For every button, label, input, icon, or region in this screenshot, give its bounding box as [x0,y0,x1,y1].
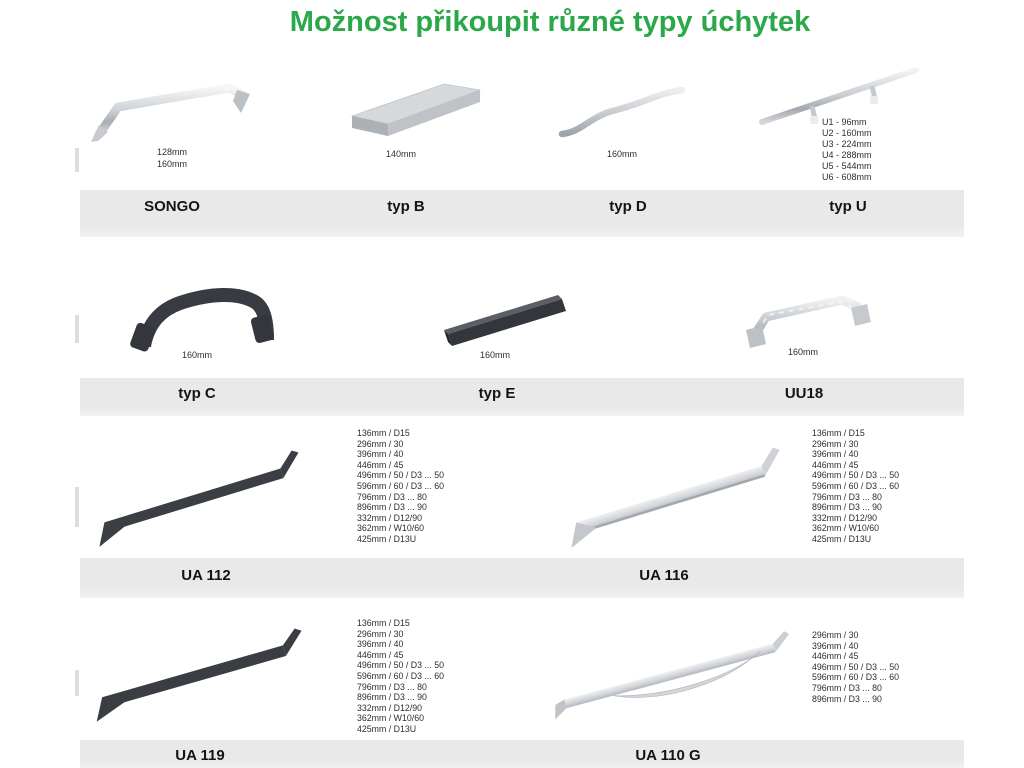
row3-label-bar: UA 112 UA 116 [80,558,964,598]
typ-d-handle-illustration [558,86,686,138]
ua112-label: UA 112 [181,567,231,584]
typ-u-label: typ U [829,198,867,215]
ua110g-label: UA 110 G [635,747,701,764]
ua110g-sizes: 296mm / 30 396mm / 40 446mm / 45 496mm /… [812,630,900,704]
typ-u-handle-illustration [759,67,919,125]
row2-label-bar: typ C typ E UU18 [80,378,964,416]
ua116-sizes: 136mm / D15 296mm / 30 396mm / 40 446mm … [812,428,900,544]
ua112-handle-illustration [99,450,299,547]
typ-b-handle-illustration [350,83,482,136]
ua110g-handle-illustration [555,631,790,720]
ua110g-product-image [548,615,803,737]
photo-edge-artifact [75,487,79,527]
songo-handle-illustration [91,83,250,142]
typ-b-product-image [332,68,482,148]
typ-c-sizes: 160mm [181,350,213,360]
songo-sizes: 128mm 160mm [156,147,188,169]
typ-e-product-image [428,278,576,350]
row4-label-bar: UA 119 UA 110 G [80,740,964,768]
typ-c-handle-illustration [130,288,274,352]
ua112-product-image [80,438,315,558]
ua116-product-image [548,438,806,558]
typ-u-product-image [756,56,924,141]
uu18-handle-illustration [746,295,871,348]
page-title: Možnost přikoupit různé typy úchytek [289,6,811,38]
typ-b-label: typ B [387,198,425,215]
uu18-product-image [736,274,881,352]
ua119-product-image [80,612,315,734]
typ-d-product-image [552,72,692,147]
typ-d-label: typ D [609,198,647,215]
row1-label-bar: SONGO typ B typ D typ U [80,190,964,237]
ua119-sizes: 136mm / D15 296mm / 30 396mm / 40 446mm … [357,618,445,734]
typ-c-label: typ C [178,385,216,402]
typ-b-sizes: 140mm [385,149,417,159]
typ-d-sizes: 160mm [606,149,638,159]
ua112-sizes: 136mm / D15 296mm / 30 396mm / 40 446mm … [357,428,445,544]
photo-edge-artifact [75,315,79,343]
typ-e-sizes: 160mm [479,350,511,360]
typ-e-handle-illustration [444,295,566,346]
ua119-label: UA 119 [175,747,225,764]
typ-c-product-image [118,262,276,352]
ua116-handle-illustration [571,447,780,548]
ua119-handle-illustration [96,628,302,722]
photo-edge-artifact [75,148,79,172]
songo-label: SONGO [144,198,200,215]
typ-u-sizes: U1 - 96mm U2 - 160mm U3 - 224mm U4 - 288… [822,117,872,182]
typ-e-label: typ E [478,385,516,402]
uu18-label: UU18 [784,385,824,402]
photo-edge-artifact [75,670,79,696]
uu18-sizes: 160mm [787,347,819,357]
songo-product-image [88,66,258,151]
ua116-label: UA 116 [639,567,689,584]
